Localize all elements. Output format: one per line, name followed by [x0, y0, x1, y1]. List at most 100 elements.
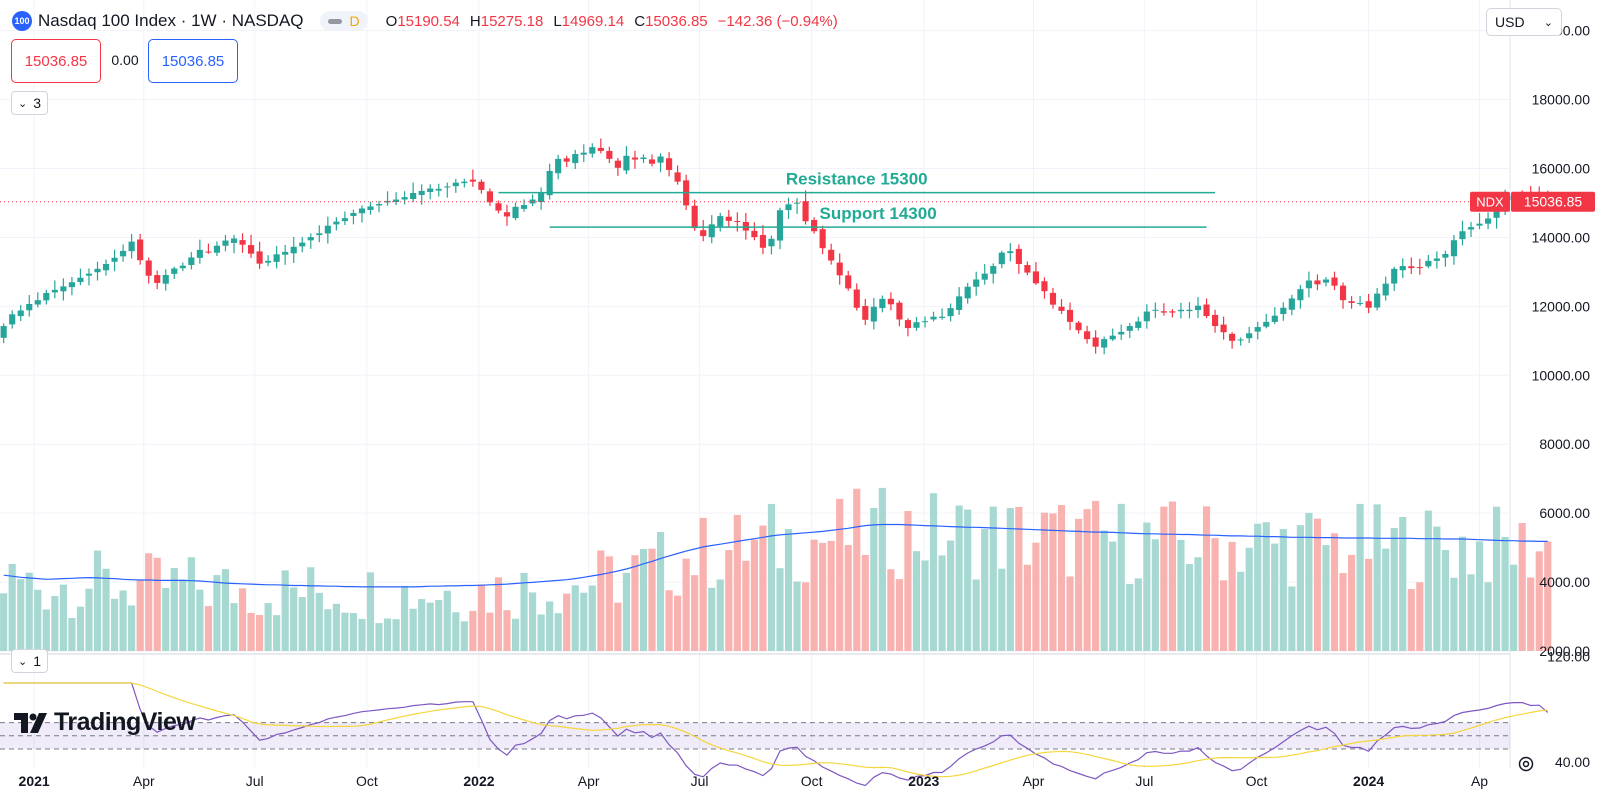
- volume-bar: [964, 509, 972, 651]
- volume-bar: [1228, 541, 1236, 651]
- candle-body: [1314, 280, 1321, 285]
- candle-body: [811, 220, 818, 232]
- indicators-collapse-button[interactable]: ⌄ 3: [11, 91, 49, 115]
- price-axis-tick: 10000.00: [1532, 367, 1591, 383]
- candle-body: [776, 210, 784, 241]
- symbol-title[interactable]: Nasdaq 100 Index · 1W · NASDAQ: [38, 11, 304, 30]
- candle-body: [913, 322, 920, 328]
- volume-bar: [750, 539, 758, 651]
- candle-body: [828, 249, 835, 261]
- currency-select[interactable]: USD ⌄: [1486, 8, 1562, 36]
- volume-bar: [443, 590, 451, 651]
- last-price-symbol-tag: [1470, 191, 1510, 212]
- volume-bar: [656, 531, 665, 651]
- ohlc-low: L14969.14: [553, 12, 625, 30]
- volume-bar: [827, 540, 835, 651]
- rsi-band: [0, 722, 1510, 749]
- candle-body: [751, 230, 758, 238]
- volume-bar: [1015, 506, 1023, 651]
- volume-bar: [1527, 577, 1535, 651]
- volume-bar: [1535, 551, 1543, 651]
- time-axis-tick: Oct: [801, 773, 823, 789]
- volume-bar: [102, 568, 110, 651]
- candle-body: [879, 298, 886, 309]
- volume-bar: [1390, 528, 1398, 651]
- candle-body: [921, 321, 929, 323]
- candle-body: [34, 300, 41, 305]
- time-axis-tick: 2024: [1353, 773, 1384, 789]
- volume-bar: [1399, 516, 1407, 651]
- candle-body: [265, 260, 272, 263]
- candle-body: [725, 216, 732, 221]
- volume-bar: [1365, 558, 1373, 651]
- tradingview-logo[interactable]: TradingView: [14, 708, 196, 737]
- volume-bar: [298, 597, 306, 651]
- candle-body: [1152, 309, 1159, 311]
- volume-bar: [8, 564, 16, 651]
- candle-body: [102, 263, 110, 271]
- candle-body: [128, 241, 135, 252]
- candle-body: [819, 229, 826, 249]
- candle-body: [538, 192, 545, 203]
- volume-bar: [793, 581, 801, 651]
- volume-bar: [179, 579, 187, 651]
- rsi-axis-tick: 40.00: [1555, 754, 1590, 770]
- volume-bar: [1040, 512, 1049, 651]
- volume-bar: [1416, 582, 1424, 651]
- volume-bar: [110, 598, 119, 651]
- candle-body: [324, 225, 331, 234]
- candle-body: [546, 170, 553, 196]
- candle-body: [375, 204, 383, 206]
- price-axis-tick: 2000.00: [1539, 643, 1590, 659]
- rsi-collapse-button[interactable]: ⌄ 1: [11, 649, 49, 673]
- candle-body: [145, 260, 152, 276]
- volume-bar: [187, 557, 195, 651]
- volume-bar: [1066, 576, 1074, 651]
- candle-body: [1126, 326, 1133, 331]
- level-label: Support 14300: [820, 204, 937, 223]
- candle-body: [614, 160, 621, 168]
- candle-body: [1075, 322, 1082, 331]
- volume-bar: [145, 553, 153, 651]
- volume-bar: [733, 514, 741, 651]
- ohlc-close: C15036.85: [634, 12, 708, 30]
- volume-bar: [836, 498, 844, 651]
- buy-button[interactable]: 15036.85: [148, 39, 238, 83]
- candle-body: [503, 212, 511, 217]
- indicators-count: 3: [33, 95, 42, 111]
- candle-body: [836, 262, 843, 276]
- volume-bar: [1057, 505, 1066, 651]
- candle-body: [299, 242, 306, 247]
- symbol-legend[interactable]: 100 Nasdaq 100 Index · 1W · NASDAQ D O15…: [12, 10, 838, 32]
- time-axis-tick: Apr: [133, 773, 155, 789]
- volume-bar: [0, 593, 8, 651]
- volume-bar: [25, 572, 33, 651]
- candle-body: [495, 203, 502, 211]
- candle-body: [589, 147, 596, 154]
- candle-body: [0, 326, 7, 338]
- volume-bar: [511, 618, 520, 651]
- candle-body: [1476, 223, 1483, 226]
- candle-body: [1049, 292, 1057, 305]
- volume-bar: [93, 550, 102, 651]
- candle-body: [1177, 309, 1185, 312]
- candle-body: [1450, 240, 1458, 257]
- volume-bar: [819, 542, 827, 651]
- candle-body: [162, 275, 169, 284]
- candle-body: [1032, 271, 1039, 284]
- candle-body: [316, 233, 323, 236]
- market-status-badge[interactable]: D: [319, 11, 368, 31]
- gear-icon[interactable]: [1516, 754, 1536, 774]
- candle-body: [290, 246, 297, 254]
- candle-body: [648, 159, 656, 164]
- price-axis-tick: 4000.00: [1539, 574, 1590, 590]
- volume-bar: [1023, 564, 1031, 651]
- candle-body: [1211, 314, 1219, 327]
- volume-bar: [631, 555, 639, 651]
- tradingview-mark-icon: [14, 712, 47, 733]
- volume-bar: [1211, 538, 1219, 651]
- candle-body: [1041, 281, 1048, 292]
- candle-body: [1305, 280, 1312, 289]
- sell-button[interactable]: 15036.85: [11, 39, 101, 83]
